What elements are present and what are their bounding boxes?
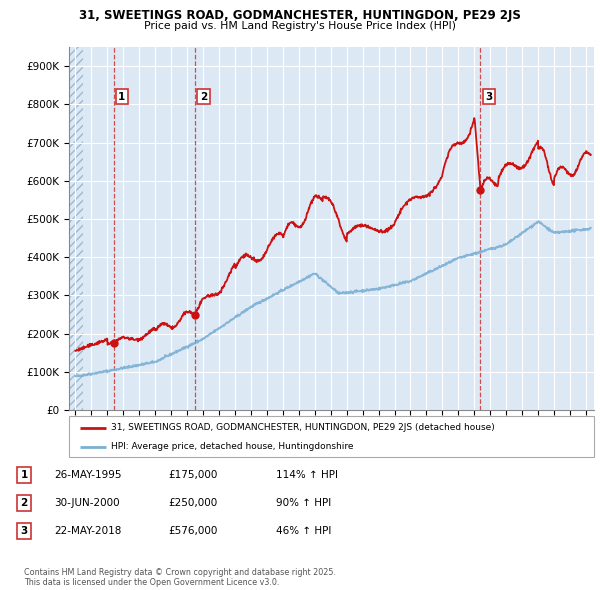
Text: 1: 1 [20,470,28,480]
FancyBboxPatch shape [69,416,594,457]
Text: 22-MAY-2018: 22-MAY-2018 [54,526,121,536]
Text: 2: 2 [200,92,207,102]
Text: Price paid vs. HM Land Registry's House Price Index (HPI): Price paid vs. HM Land Registry's House … [144,21,456,31]
Text: £175,000: £175,000 [168,470,217,480]
Text: 3: 3 [20,526,28,536]
Text: 46% ↑ HPI: 46% ↑ HPI [276,526,331,536]
Text: £576,000: £576,000 [168,526,217,536]
Text: HPI: Average price, detached house, Huntingdonshire: HPI: Average price, detached house, Hunt… [111,442,353,451]
Bar [69,47,83,410]
Text: 2: 2 [20,498,28,507]
Text: 1: 1 [118,92,125,102]
Text: 26-MAY-1995: 26-MAY-1995 [54,470,121,480]
Text: 31, SWEETINGS ROAD, GODMANCHESTER, HUNTINGDON, PE29 2JS: 31, SWEETINGS ROAD, GODMANCHESTER, HUNTI… [79,9,521,22]
Text: 3: 3 [485,92,493,102]
Text: 31, SWEETINGS ROAD, GODMANCHESTER, HUNTINGDON, PE29 2JS (detached house): 31, SWEETINGS ROAD, GODMANCHESTER, HUNTI… [111,423,495,432]
Text: 30-JUN-2000: 30-JUN-2000 [54,498,119,507]
Text: 114% ↑ HPI: 114% ↑ HPI [276,470,338,480]
Text: Contains HM Land Registry data © Crown copyright and database right 2025.
This d: Contains HM Land Registry data © Crown c… [24,568,336,587]
Text: £250,000: £250,000 [168,498,217,507]
Text: 90% ↑ HPI: 90% ↑ HPI [276,498,331,507]
